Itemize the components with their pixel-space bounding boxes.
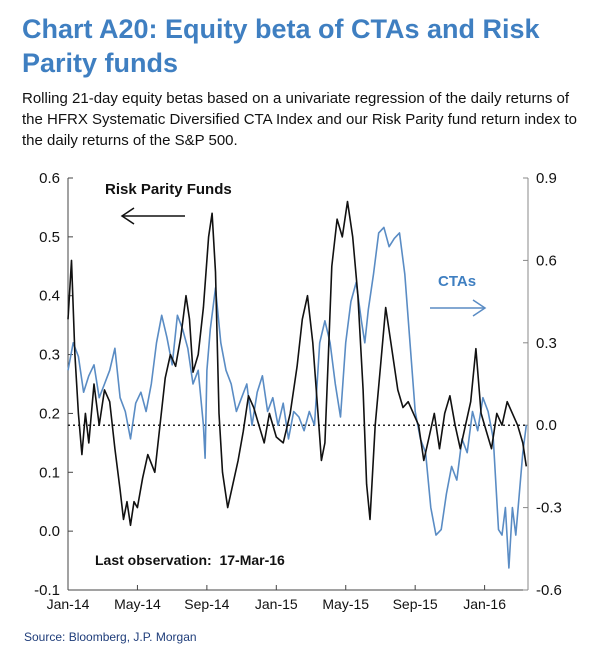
- risk-parity-label: Risk Parity Funds: [105, 181, 232, 198]
- x-tick-label: May-15: [322, 596, 369, 612]
- axes-layer: -0.1 0.0 0.1 0.2 0.3 0.4 0.5 0.6 -0.6 -0.3 0.0 0.3 0…: [34, 170, 562, 612]
- left-tick-label: 0.1: [39, 464, 60, 481]
- equity-beta-chart: -0.1 0.0 0.1 0.2 0.3 0.4 0.5 0.6 -0.6 -0.3 0.0 0.3 0…: [34, 170, 562, 612]
- left-tick-label: 0.2: [39, 405, 60, 422]
- risk-parity-series-line: [67, 200, 528, 527]
- ctas-series-line: [67, 226, 528, 569]
- x-tick-label: Sep-14: [184, 596, 229, 612]
- right-arrow-icon: [430, 299, 487, 317]
- annotation-layer: Risk Parity Funds CTAs Last observation:…: [95, 181, 487, 568]
- last-observation-note: Last observation: 17-Mar-16: [95, 552, 285, 568]
- right-tick-label: 0.9: [536, 170, 557, 187]
- left-tick-label: 0.3: [39, 347, 60, 364]
- chart-title: Chart A20: Equity beta of CTAs and Risk …: [22, 14, 540, 78]
- left-tick-label: 0.4: [39, 288, 60, 305]
- right-tick-label: 0.3: [536, 335, 557, 352]
- right-tick-label: -0.3: [536, 500, 562, 517]
- x-tick-label: Jan-15: [255, 596, 298, 612]
- left-arrow-icon: [120, 207, 185, 225]
- right-tick-label: 0.0: [536, 417, 557, 434]
- x-tick-label: May-14: [114, 596, 161, 612]
- source-note: Source: Bloomberg, J.P. Morgan: [24, 630, 197, 644]
- x-tick-label: Sep-15: [393, 596, 438, 612]
- right-tick-label: -0.6: [536, 582, 562, 599]
- x-tick-label: Jan-14: [47, 596, 90, 612]
- x-tick-label: Jan-16: [463, 596, 506, 612]
- chart-subtitle: Rolling 21-day equity betas based on a u…: [22, 90, 577, 149]
- ctas-label: CTAs: [438, 273, 476, 290]
- left-tick-label: 0.5: [39, 229, 60, 246]
- left-tick-label: 0.0: [39, 523, 60, 540]
- series-layer: [67, 200, 528, 569]
- right-tick-label: 0.6: [536, 252, 557, 269]
- left-tick-label: -0.1: [34, 582, 60, 599]
- left-tick-label: 0.6: [39, 170, 60, 187]
